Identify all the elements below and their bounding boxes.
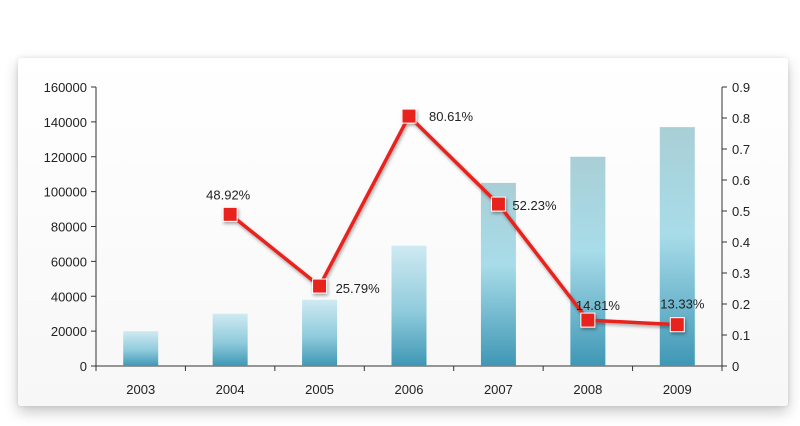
x-tick-label: 2005: [305, 382, 334, 397]
x-tick-label: 2004: [216, 382, 245, 397]
bar: [391, 245, 427, 366]
bar: [570, 156, 606, 366]
bar: [212, 313, 248, 366]
y2-tick-label: 0.1: [732, 328, 750, 343]
line-point-marker: [312, 278, 328, 294]
line-series-path: [229, 114, 678, 327]
line-point-marker: [669, 317, 685, 333]
y-tick-label: 20000: [51, 324, 87, 339]
line-point-marker: [580, 312, 596, 328]
y2-tick-label: 0.5: [732, 204, 750, 219]
y-tick-label: 40000: [51, 289, 87, 304]
y-tick-label: 0: [80, 359, 87, 374]
data-label: 14.81%: [576, 298, 621, 313]
y-tick-label: 120000: [44, 150, 87, 165]
y2-tick-label: 0.8: [732, 111, 750, 126]
bar: [123, 331, 159, 366]
y-tick-label: 160000: [44, 80, 87, 95]
x-tick-label: 2007: [484, 382, 513, 397]
x-tick-label: 2009: [663, 382, 692, 397]
data-label: 13.33%: [660, 297, 705, 312]
data-label: 80.61%: [429, 109, 474, 124]
x-tick-label: 2003: [126, 382, 155, 397]
y-tick-label: 140000: [44, 115, 87, 130]
line-point-marker: [490, 196, 506, 212]
y2-tick-label: 0.9: [732, 80, 750, 95]
x-tick-label: 2006: [395, 382, 424, 397]
bar: [302, 299, 338, 366]
y2-tick-label: 0.2: [732, 297, 750, 312]
data-label: 48.92%: [206, 187, 251, 202]
y2-tick-label: 0.4: [732, 235, 750, 250]
line-point-marker: [222, 206, 238, 222]
bar: [480, 182, 516, 366]
y2-tick-label: 0.3: [732, 266, 750, 281]
data-label: 52.23%: [512, 198, 557, 213]
x-tick-label: 2008: [573, 382, 602, 397]
y-tick-label: 100000: [44, 185, 87, 200]
y-tick-label: 60000: [51, 254, 87, 269]
y2-tick-label: 0.6: [732, 173, 750, 188]
data-label: 25.79%: [336, 281, 381, 296]
y-tick-label: 80000: [51, 220, 87, 235]
y2-tick-label: 0: [732, 359, 739, 374]
line-point-marker: [401, 108, 417, 124]
y2-tick-label: 0.7: [732, 142, 750, 157]
